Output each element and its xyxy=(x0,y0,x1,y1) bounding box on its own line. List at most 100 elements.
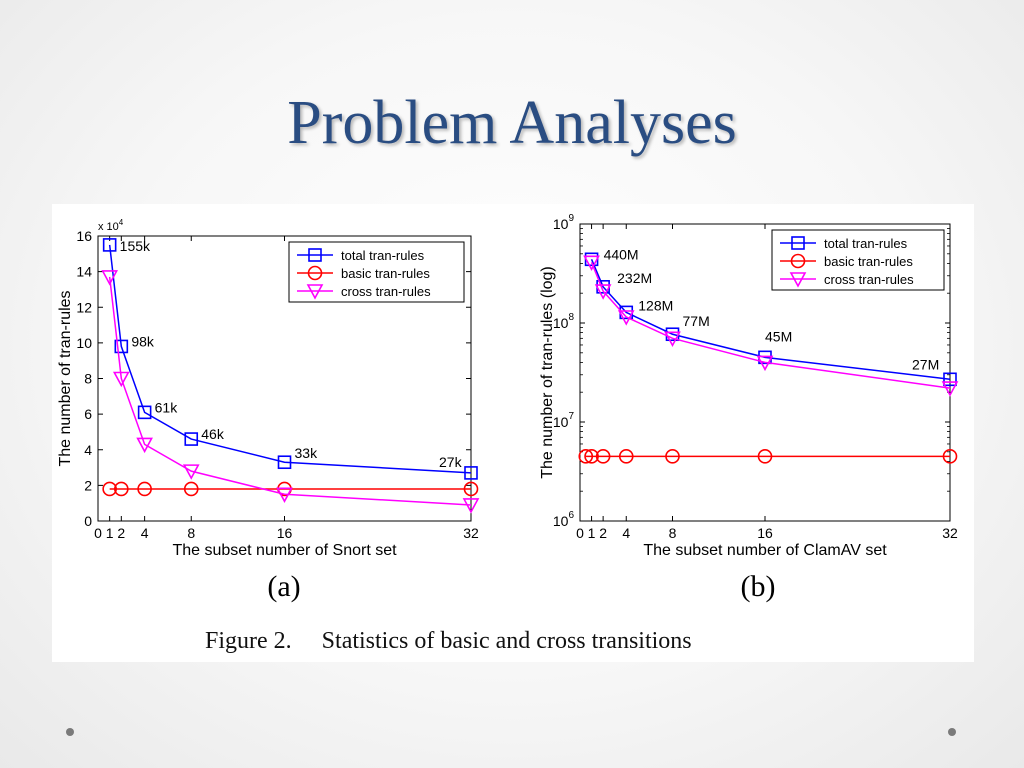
y-tick-label: 107 xyxy=(553,411,575,430)
legend-marker-triangle-down xyxy=(306,284,324,300)
data-label: 61k xyxy=(155,399,179,415)
legend-label: cross tran-rules xyxy=(824,272,914,287)
data-point-triangle-down xyxy=(182,464,200,480)
y-tick-label-exp: 7 xyxy=(568,411,574,422)
data-point-circle xyxy=(102,481,117,497)
data-label: 232M xyxy=(617,270,652,286)
data-point-circle xyxy=(618,449,634,464)
data-point-triangle-down xyxy=(594,284,612,300)
legend-marker-triangle-down xyxy=(789,272,807,288)
data-point-triangle-down xyxy=(617,310,635,326)
data-point-square xyxy=(102,238,117,252)
data-point-circle xyxy=(114,481,129,497)
y-tick-label: 106 xyxy=(553,510,575,529)
x-tick-label: 16 xyxy=(277,525,293,541)
x-tick-label: 2 xyxy=(599,525,607,541)
x-tick-label: 1 xyxy=(106,525,114,541)
legend-label: basic tran-rules xyxy=(824,254,913,269)
x-tick-label: 1 xyxy=(588,525,596,541)
panel-label: (a) xyxy=(267,570,300,603)
caption-text: Statistics of basic and cross transition… xyxy=(322,628,692,654)
x-axis-label: The subset number of ClamAV set xyxy=(643,542,887,559)
y-tick-label: 8 xyxy=(84,371,92,387)
y-tick-label-exp: 9 xyxy=(568,213,574,224)
data-point-triangle-down xyxy=(756,355,774,372)
x-tick-label: 0 xyxy=(94,525,102,541)
x-tick-label: 16 xyxy=(757,525,773,541)
data-point-square xyxy=(943,372,957,387)
data-point-square xyxy=(114,339,129,354)
data-point-circle xyxy=(137,481,152,497)
data-point-triangle-down xyxy=(664,331,681,348)
y-multiplier: x 104 xyxy=(98,218,124,233)
y-tick-label: 4 xyxy=(84,442,92,458)
y-tick-label-base: 10 xyxy=(553,513,569,529)
x-tick-label: 8 xyxy=(187,525,195,541)
caption-number: Figure 2. xyxy=(205,628,292,654)
data-label: 45M xyxy=(765,328,792,344)
legend: total tran-rules basic tran-rules cross tr… xyxy=(771,229,945,291)
series-line-square xyxy=(108,244,472,474)
y-tick-label: 10 xyxy=(76,335,92,351)
x-tick-label: 32 xyxy=(463,525,479,541)
y-multiplier-base: x 10 xyxy=(98,221,119,233)
data-label: 33k xyxy=(295,445,319,461)
data-label: 27k xyxy=(439,454,463,470)
y-tick-label: 6 xyxy=(84,406,92,422)
data-point-triangle-down xyxy=(941,381,959,397)
panel-label: (b) xyxy=(741,570,776,603)
data-label: 77M xyxy=(683,313,710,329)
data-point-circle xyxy=(942,449,958,464)
y-tick-label: 108 xyxy=(553,312,575,331)
x-tick-label: 32 xyxy=(942,525,958,541)
y-tick-label: 2 xyxy=(84,477,92,493)
chart-b: 0 1 2 4 8 16 32106107108109440M232M128M77M45M2… xyxy=(539,213,959,603)
x-tick-label: 8 xyxy=(669,525,677,541)
legend: total tran-rules basic tran-rules cross tr… xyxy=(288,241,465,303)
y-tick-label: 12 xyxy=(76,299,92,315)
data-point-square xyxy=(277,455,292,470)
bottom-right-dot xyxy=(948,728,956,736)
y-tick-label-base: 10 xyxy=(553,414,569,430)
data-point-triangle-down xyxy=(276,487,293,503)
x-axis-label: The subset number of Snort set xyxy=(172,542,397,559)
y-tick-label-base: 10 xyxy=(553,216,569,232)
data-point-triangle-down xyxy=(112,371,130,388)
data-point-triangle-down xyxy=(583,255,600,272)
data-point-triangle-down xyxy=(462,498,480,514)
legend-marker-circle xyxy=(790,253,806,269)
data-point-circle xyxy=(757,449,773,464)
legend-label: total tran-rules xyxy=(341,248,425,263)
y-tick-label-exp: 8 xyxy=(568,312,574,323)
y-axis-label: The number of tran-rules (log) xyxy=(539,266,556,479)
y-tick-label: 109 xyxy=(553,213,575,232)
data-point-square xyxy=(464,466,478,480)
data-point-triangle-down xyxy=(136,437,153,454)
y-tick-label-base: 10 xyxy=(553,315,569,331)
data-label: 128M xyxy=(638,297,673,313)
y-multiplier-exp: 4 xyxy=(119,218,124,227)
bottom-left-dot xyxy=(66,728,74,736)
data-point-circle xyxy=(584,449,599,464)
figure-panel: 0 1 2 4 8 16 32 0 2 4 6 8 10 12 14 16 x 104 155k 98k 61k 46k… xyxy=(52,204,974,662)
x-tick-label: 4 xyxy=(141,525,149,541)
data-point-circle xyxy=(463,481,479,497)
data-point-circle xyxy=(578,449,594,464)
data-label: 155k xyxy=(120,238,151,254)
x-tick-label: 0 xyxy=(576,525,584,541)
data-label: 440M xyxy=(604,246,639,262)
x-tick-label: 2 xyxy=(117,525,125,541)
data-point-circle xyxy=(183,481,199,497)
legend-marker-circle xyxy=(307,265,323,281)
legend-label: cross tran-rules xyxy=(341,284,431,299)
legend-label: total tran-rules xyxy=(824,236,908,251)
y-axis-label: The number of tran-rules xyxy=(57,290,74,466)
y-tick-label-exp: 6 xyxy=(568,510,574,521)
data-label: 46k xyxy=(201,426,225,442)
legend-label: basic tran-rules xyxy=(341,266,430,281)
data-point-circle xyxy=(595,449,611,464)
data-label: 27M xyxy=(912,356,939,372)
x-tick-label: 4 xyxy=(622,525,630,541)
